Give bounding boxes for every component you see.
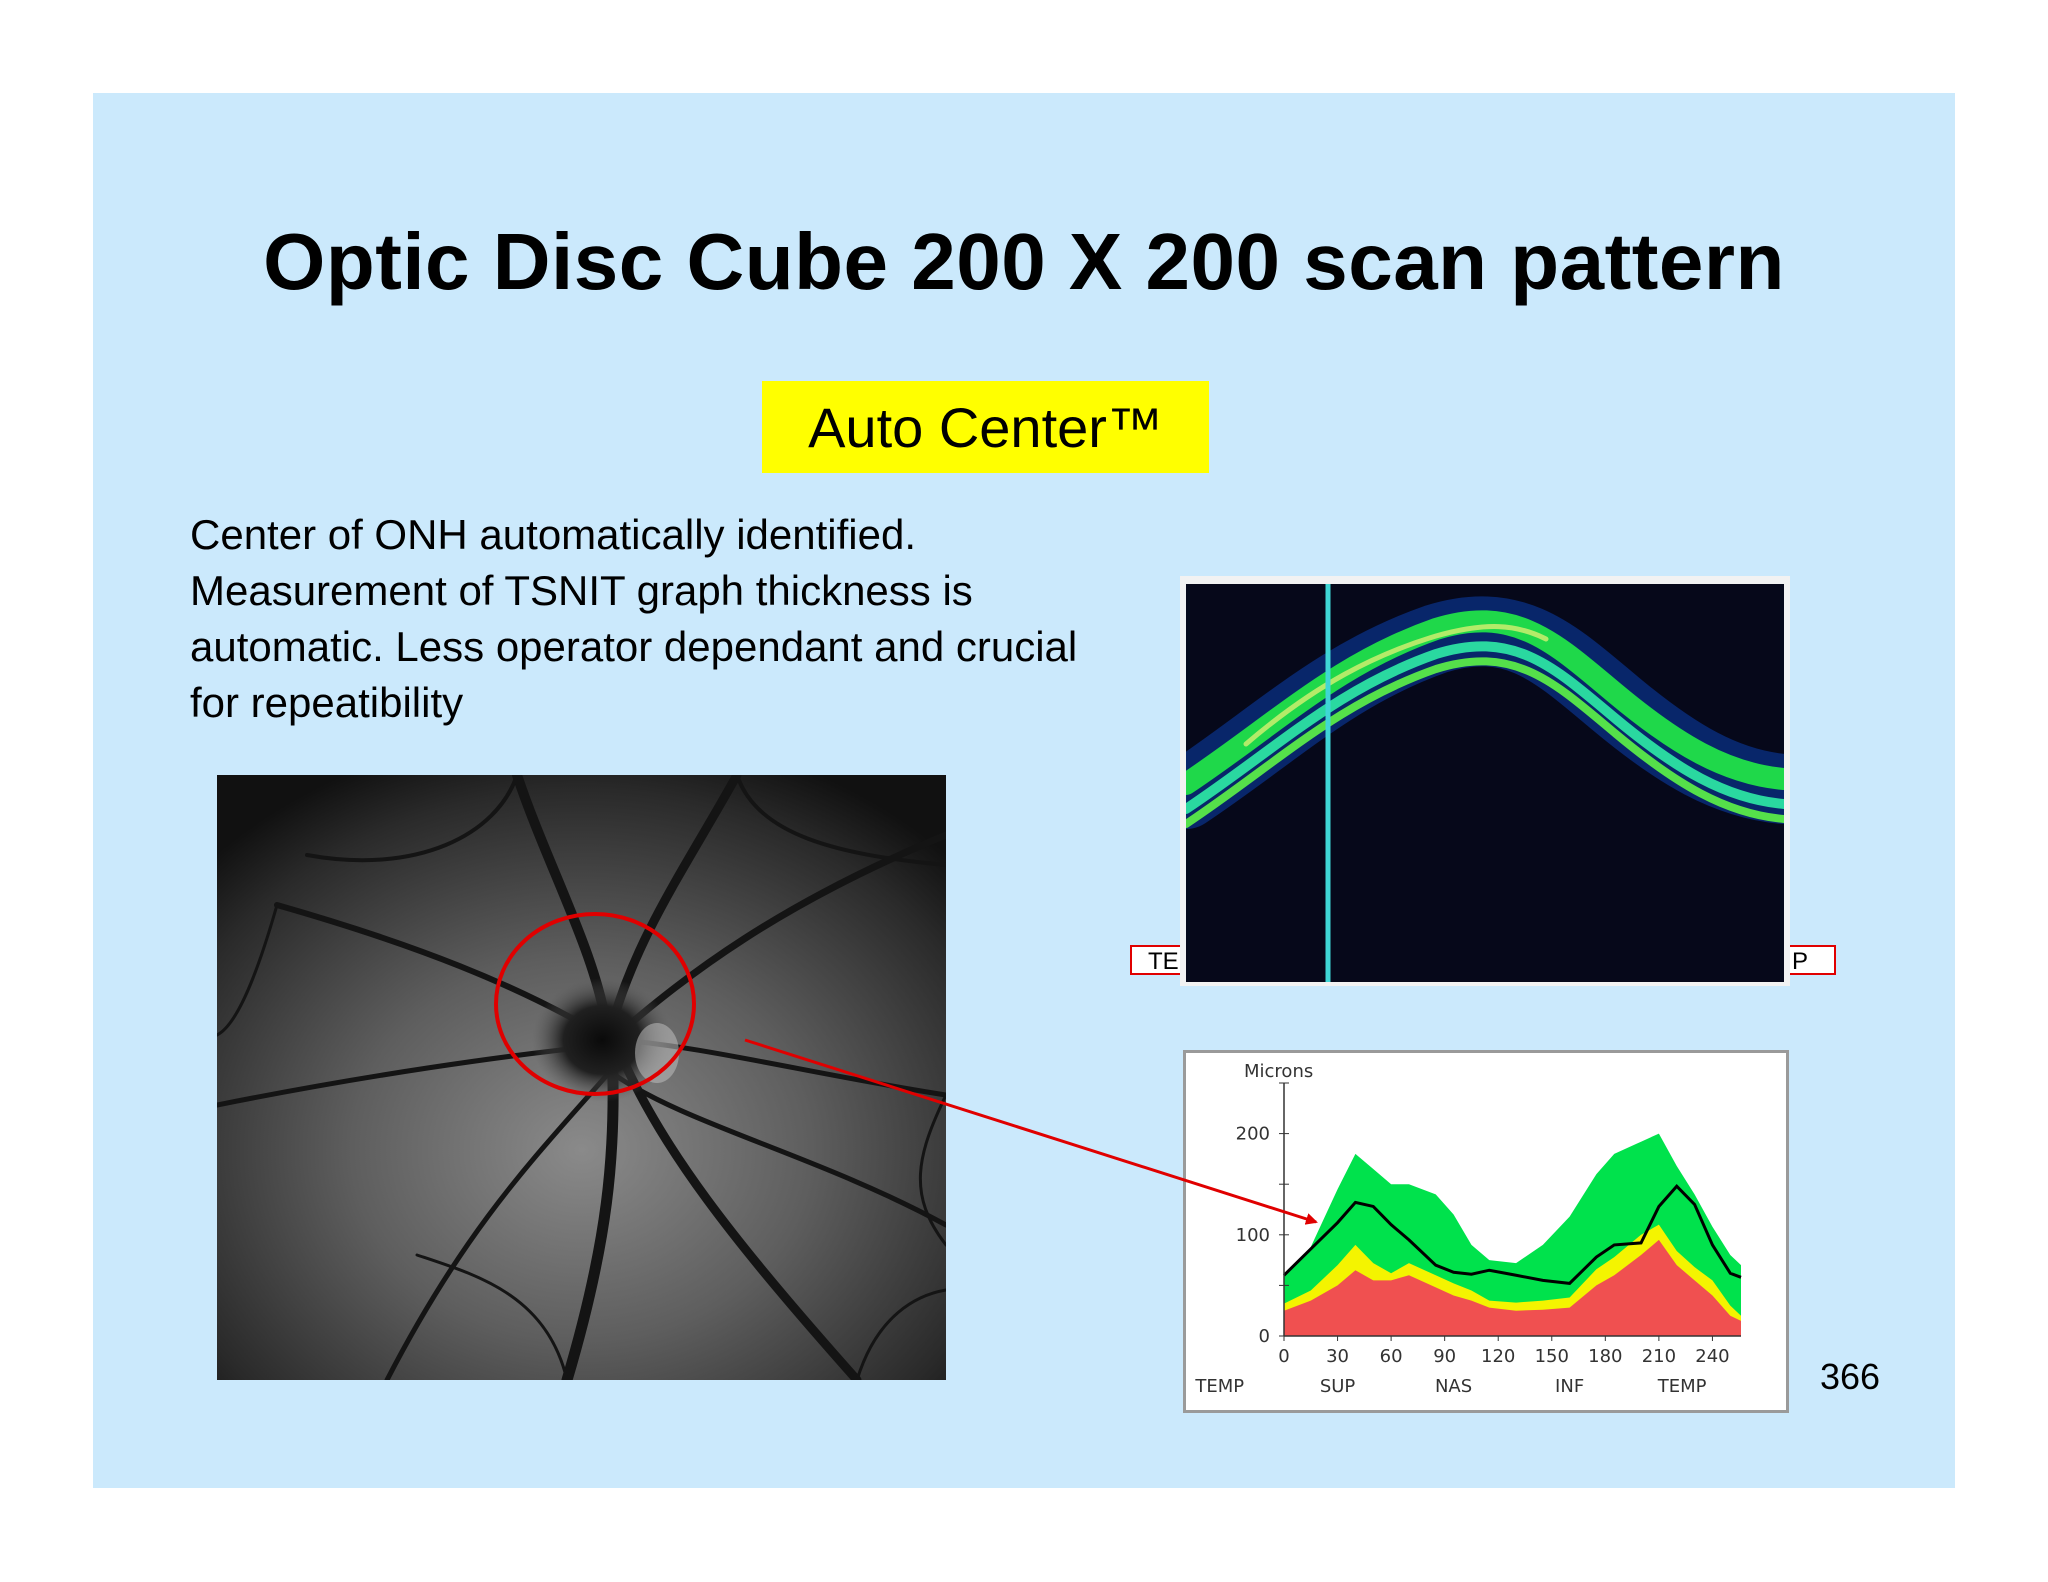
y-tick-label: 200 xyxy=(1236,1124,1270,1145)
disc-rim-highlight xyxy=(635,1023,679,1083)
tsnit-graph: Microns 0 100 200 0 30 60 90 120 150 180 210 240 TEM… xyxy=(1183,1050,1789,1413)
region-label: SUP xyxy=(1320,1376,1356,1397)
x-tick-label: 210 xyxy=(1642,1346,1676,1367)
x-tick-label: 60 xyxy=(1380,1346,1403,1367)
body-line: for repeatibility xyxy=(190,679,464,726)
y-tick-label: 0 xyxy=(1259,1326,1270,1347)
x-tick-label: 150 xyxy=(1535,1346,1569,1367)
body-line: Center of ONH automatically identified. xyxy=(190,511,916,558)
x-tick-label: 30 xyxy=(1326,1346,1349,1367)
y-axis-label: Microns xyxy=(1244,1061,1313,1082)
region-label: TEMP xyxy=(1194,1376,1244,1397)
x-tick-label: 120 xyxy=(1481,1346,1515,1367)
measured-thickness-line xyxy=(1282,1184,1742,1285)
oct-bscan xyxy=(1180,576,1790,986)
page-number: 366 xyxy=(1820,1356,1881,1397)
red-band-area xyxy=(1284,1239,1741,1336)
body-line: Measurement of TSNIT graph thickness is xyxy=(190,567,973,614)
x-tick-label: 240 xyxy=(1695,1346,1729,1367)
slide-title: Optic Disc Cube 200 X 200 scan pattern xyxy=(263,217,1785,306)
region-label: NAS xyxy=(1435,1376,1472,1397)
x-tick-label: 180 xyxy=(1588,1346,1622,1367)
body-text: Center of ONH automatically identified. … xyxy=(190,507,1190,731)
x-tick-label: 90 xyxy=(1433,1346,1456,1367)
bscan-drawing xyxy=(1186,584,1784,982)
retinal-layers xyxy=(1186,596,1784,829)
tsnit-chart: Microns 0 100 200 0 30 60 90 120 150 180 210 240 TEM… xyxy=(1194,1061,1742,1397)
body-line: automatic. Less operator dependant and c… xyxy=(190,623,1078,670)
auto-center-badge: Auto Center™ xyxy=(762,381,1209,473)
region-label: TEMP xyxy=(1657,1376,1707,1397)
region-label: INF xyxy=(1555,1376,1584,1397)
y-tick-label: 100 xyxy=(1236,1225,1270,1246)
x-tick-label: 0 xyxy=(1278,1346,1289,1367)
fundus-drawing xyxy=(217,775,946,1380)
fundus-image xyxy=(217,775,946,1380)
bscan-left-tag: TE xyxy=(1130,945,1188,975)
